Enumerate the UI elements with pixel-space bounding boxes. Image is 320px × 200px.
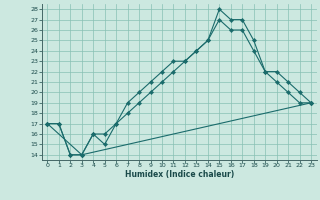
X-axis label: Humidex (Indice chaleur): Humidex (Indice chaleur) — [124, 170, 234, 179]
